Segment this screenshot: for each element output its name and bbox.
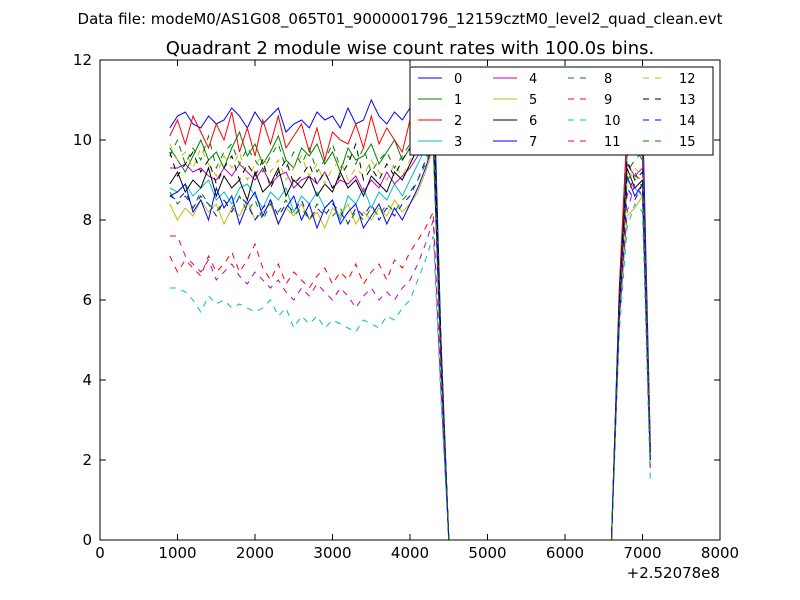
data-file-suptitle: Data file: modeM0/AS1G08_065T01_90000017… xyxy=(78,10,723,29)
y-tick-label: 8 xyxy=(82,211,92,229)
x-tick-label: 1000 xyxy=(158,544,196,562)
legend-label-0: 0 xyxy=(454,72,462,87)
legend-label-1: 1 xyxy=(454,93,462,108)
series-line-14 xyxy=(169,139,651,540)
y-tick-label: 4 xyxy=(82,371,92,389)
x-tick-label: 2000 xyxy=(236,544,274,562)
legend-label-15: 15 xyxy=(679,135,696,150)
legend-label-2: 2 xyxy=(454,114,462,129)
legend-label-6: 6 xyxy=(529,114,537,129)
series-line-13 xyxy=(169,99,651,540)
legend-label-5: 5 xyxy=(529,93,537,108)
y-tick-label: 12 xyxy=(73,51,92,69)
series-line-11 xyxy=(169,182,651,540)
legend-label-3: 3 xyxy=(454,135,462,150)
y-tick-label: 6 xyxy=(82,291,92,309)
x-tick-label: 0 xyxy=(95,544,105,562)
legend-label-10: 10 xyxy=(604,114,621,129)
legend-label-4: 4 xyxy=(529,72,537,87)
x-tick-label: 6000 xyxy=(546,544,584,562)
series-line-12 xyxy=(169,119,651,540)
series-layer xyxy=(169,67,651,540)
y-tick-label: 10 xyxy=(73,131,92,149)
legend-label-12: 12 xyxy=(679,72,696,87)
x-tick-label: 3000 xyxy=(313,544,351,562)
legend-label-13: 13 xyxy=(679,93,696,108)
x-offset-label: +2.52078e8 xyxy=(627,564,720,582)
legend-label-8: 8 xyxy=(604,72,612,87)
x-tick-label: 5000 xyxy=(468,544,506,562)
series-line-15 xyxy=(169,143,651,540)
y-tick-label: 0 xyxy=(82,531,92,549)
x-tick-label: 8000 xyxy=(701,544,739,562)
legend-label-11: 11 xyxy=(604,135,621,150)
legend-label-14: 14 xyxy=(679,114,696,129)
x-tick-label: 7000 xyxy=(623,544,661,562)
legend-label-9: 9 xyxy=(604,93,612,108)
plot-frame xyxy=(99,59,721,541)
chart-title: Quadrant 2 module wise count rates with … xyxy=(166,38,655,59)
axes-layer: 0 1000 2000 3000 4000 5000 6000 7000 80000246810… xyxy=(73,51,739,562)
legend-label-7: 7 xyxy=(529,135,537,150)
y-tick-label: 2 xyxy=(82,451,92,469)
x-tick-label: 4000 xyxy=(391,544,429,562)
legend-frame xyxy=(409,66,714,156)
